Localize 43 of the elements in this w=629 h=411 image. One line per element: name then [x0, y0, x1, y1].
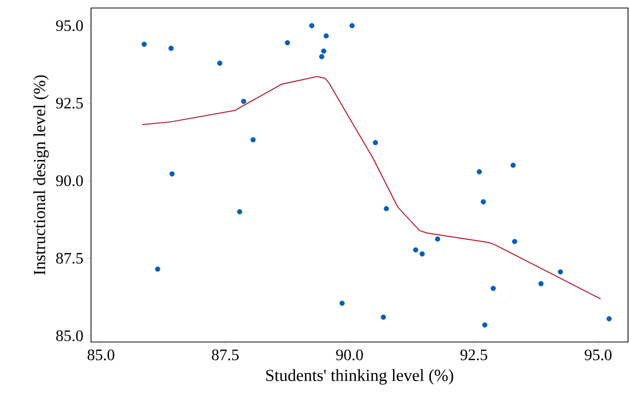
- point: [237, 209, 242, 214]
- point: [168, 46, 174, 51]
- point: [340, 300, 345, 306]
- point: [284, 40, 290, 46]
- point: [349, 23, 355, 28]
- point: [380, 314, 386, 320]
- point: [480, 199, 486, 204]
- point: [606, 316, 612, 322]
- x-tick-label: 90.0: [336, 350, 363, 360]
- point: [241, 98, 246, 104]
- point: [217, 60, 222, 66]
- y-tick-label: 92.5: [56, 98, 83, 109]
- y-tick-label: 85.0: [56, 330, 83, 342]
- x-tick-label: 87.5: [212, 350, 239, 360]
- point: [512, 238, 518, 244]
- point: [155, 266, 160, 272]
- point: [482, 322, 488, 328]
- x-tick-label: 85.0: [88, 350, 114, 360]
- x-axis-title: Students' thinking level (%): [266, 369, 454, 385]
- point: [309, 23, 314, 28]
- point: [142, 42, 147, 47]
- point: [384, 206, 389, 212]
- x-tick-label: 95.0: [584, 350, 612, 360]
- point: [510, 162, 516, 168]
- point: [538, 281, 544, 286]
- point: [324, 33, 329, 39]
- x-tick-label: 92.5: [460, 350, 488, 360]
- point: [321, 48, 326, 54]
- point: [250, 137, 256, 142]
- y-tick-label: 87.5: [56, 252, 83, 264]
- y-tick-label: 90.0: [56, 175, 83, 186]
- point: [490, 286, 496, 291]
- point: [558, 269, 563, 275]
- point: [420, 251, 425, 257]
- line-series: [142, 76, 602, 300]
- y-tick-label: 95.0: [56, 20, 83, 32]
- point: [413, 247, 418, 252]
- y-axis-title: Instructional design level (%): [33, 75, 49, 275]
- point: [476, 169, 482, 174]
- point: [319, 54, 324, 60]
- point: [434, 236, 440, 242]
- point: [372, 140, 378, 146]
- point: [169, 171, 175, 177]
